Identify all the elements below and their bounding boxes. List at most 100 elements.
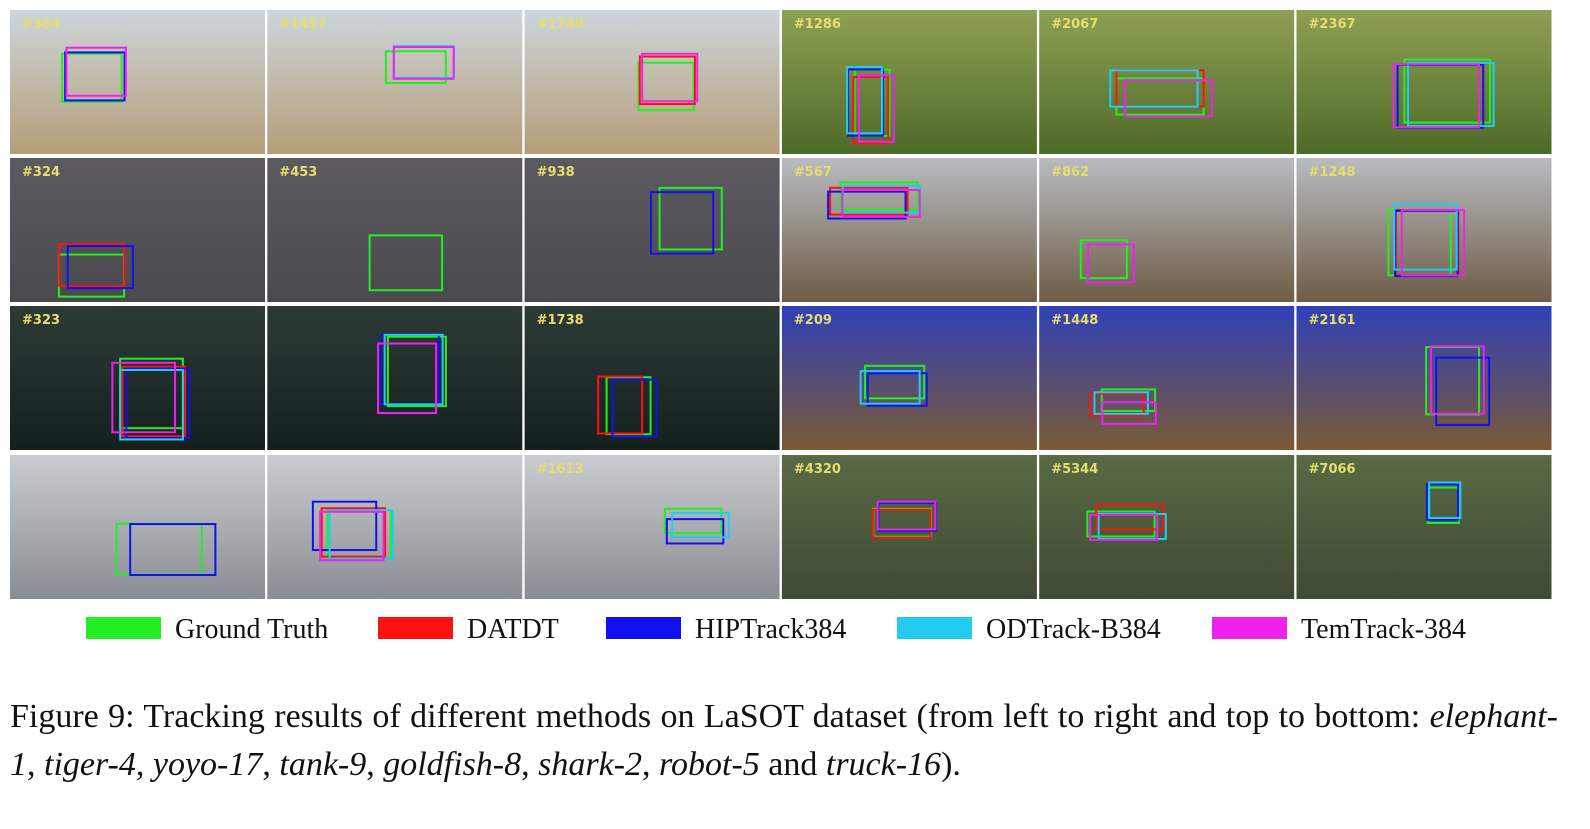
sequence-name: goldfish-8 bbox=[383, 746, 522, 783]
image-panel bbox=[1039, 306, 1295, 450]
frame-number: #1613 bbox=[537, 462, 584, 477]
tracking-box bbox=[64, 51, 126, 102]
tracking-box bbox=[311, 500, 378, 552]
tracking-box bbox=[611, 378, 658, 438]
tracking-box bbox=[839, 181, 919, 211]
tracking-box bbox=[846, 65, 883, 135]
frame-number: #862 bbox=[1051, 165, 1089, 180]
tracking-box bbox=[1400, 209, 1466, 277]
frame-number: #209 bbox=[794, 313, 832, 328]
tracking-box bbox=[1435, 356, 1491, 426]
tracking-box bbox=[386, 335, 447, 408]
tracking-box bbox=[58, 243, 126, 288]
legend-swatch bbox=[378, 617, 453, 639]
tracking-box bbox=[328, 509, 394, 560]
tracking-box bbox=[1089, 392, 1145, 417]
sequence-name: shark-2 bbox=[538, 746, 643, 783]
tracking-box bbox=[392, 46, 455, 80]
tracking-box bbox=[1086, 243, 1136, 284]
caption: Figure 9: Tracking results of different … bbox=[10, 693, 1558, 789]
tracking-box bbox=[1100, 388, 1157, 413]
tracking-box bbox=[638, 55, 696, 106]
image-panel bbox=[267, 455, 523, 599]
tracking-box bbox=[663, 507, 723, 535]
tracking-box bbox=[319, 510, 385, 562]
frame-number: #1448 bbox=[1051, 313, 1098, 328]
image-panel bbox=[267, 306, 523, 450]
frame-number: #1457 bbox=[279, 17, 326, 32]
tracking-box bbox=[111, 361, 177, 434]
image-panel bbox=[10, 10, 265, 154]
tracking-box bbox=[637, 61, 695, 112]
tracking-box bbox=[383, 333, 444, 406]
sequence-name: tiger-4 bbox=[44, 746, 136, 783]
image-panel bbox=[1296, 455, 1552, 599]
tracking-box bbox=[129, 523, 217, 577]
frame-number: #2161 bbox=[1309, 313, 1356, 328]
tracking-box bbox=[1089, 513, 1159, 541]
caption-text: , bbox=[521, 746, 539, 783]
caption-text: , bbox=[366, 746, 384, 783]
tracking-box bbox=[866, 372, 928, 407]
frame-number: #2367 bbox=[1309, 17, 1356, 32]
frame-number: #364 bbox=[22, 17, 60, 32]
frame-number: #453 bbox=[279, 165, 317, 180]
image-panel bbox=[10, 306, 265, 450]
tracking-box bbox=[61, 52, 123, 103]
image-panel bbox=[524, 158, 780, 302]
image-panel bbox=[10, 455, 265, 599]
tracking-box bbox=[649, 191, 715, 255]
tracking-box bbox=[864, 364, 926, 400]
tracking-box bbox=[1109, 69, 1199, 108]
caption-text: , bbox=[27, 746, 44, 783]
tracking-box bbox=[65, 46, 127, 97]
tracking-box bbox=[125, 367, 191, 440]
image-panel bbox=[781, 306, 1037, 450]
frame-number: #1286 bbox=[794, 17, 841, 32]
legend-label: ODTrack-B384 bbox=[986, 614, 1161, 645]
caption-text: Figure 9: Tracking results of different … bbox=[10, 698, 1430, 735]
legend-swatch bbox=[1212, 617, 1287, 639]
tracking-box bbox=[1123, 79, 1214, 118]
tracking-box bbox=[368, 234, 444, 292]
tracking-box bbox=[671, 512, 730, 539]
frame-number: #1738 bbox=[537, 313, 584, 328]
tracking-box bbox=[1086, 510, 1156, 538]
tracking-box bbox=[1393, 203, 1458, 271]
tracking-box bbox=[597, 375, 644, 435]
legend-swatch bbox=[86, 617, 161, 639]
figure: #364 #1457 #1740 #1286 #2067 #2367 #324 #453 #93… bbox=[10, 10, 1552, 645]
tracking-box bbox=[1428, 481, 1462, 519]
sequence-name: elephant-1 bbox=[10, 698, 1558, 783]
image-panel bbox=[1296, 158, 1552, 302]
tracking-box bbox=[871, 508, 932, 539]
image-panel bbox=[1296, 10, 1552, 154]
tracking-box bbox=[1392, 63, 1481, 129]
frame-number: #2067 bbox=[1051, 17, 1098, 32]
tracking-box bbox=[119, 368, 184, 441]
image-panel bbox=[1296, 306, 1552, 450]
image-panel bbox=[524, 10, 780, 154]
tracking-box bbox=[876, 500, 937, 531]
frame-number: #4320 bbox=[794, 462, 841, 477]
tracking-box bbox=[377, 342, 438, 415]
frame-number: #7066 bbox=[1309, 462, 1356, 477]
image-panel bbox=[781, 455, 1037, 599]
tracking-box bbox=[641, 52, 699, 103]
tracking-box bbox=[827, 190, 907, 220]
image-panel bbox=[524, 306, 780, 450]
tracking-box bbox=[66, 245, 134, 290]
frame-number: #567 bbox=[794, 165, 832, 180]
caption-text: and bbox=[759, 746, 826, 783]
sequence-name: robot-5 bbox=[659, 746, 760, 783]
frame-number: #938 bbox=[537, 165, 575, 180]
legend-label: Ground Truth bbox=[175, 614, 328, 645]
tracking-box bbox=[1407, 61, 1495, 127]
tracking-box bbox=[859, 370, 921, 405]
image-panel bbox=[524, 455, 780, 599]
image-panel bbox=[1039, 10, 1295, 154]
frame-number: #323 bbox=[22, 313, 60, 328]
legend-swatch bbox=[606, 617, 681, 639]
tracking-box bbox=[1079, 239, 1128, 280]
